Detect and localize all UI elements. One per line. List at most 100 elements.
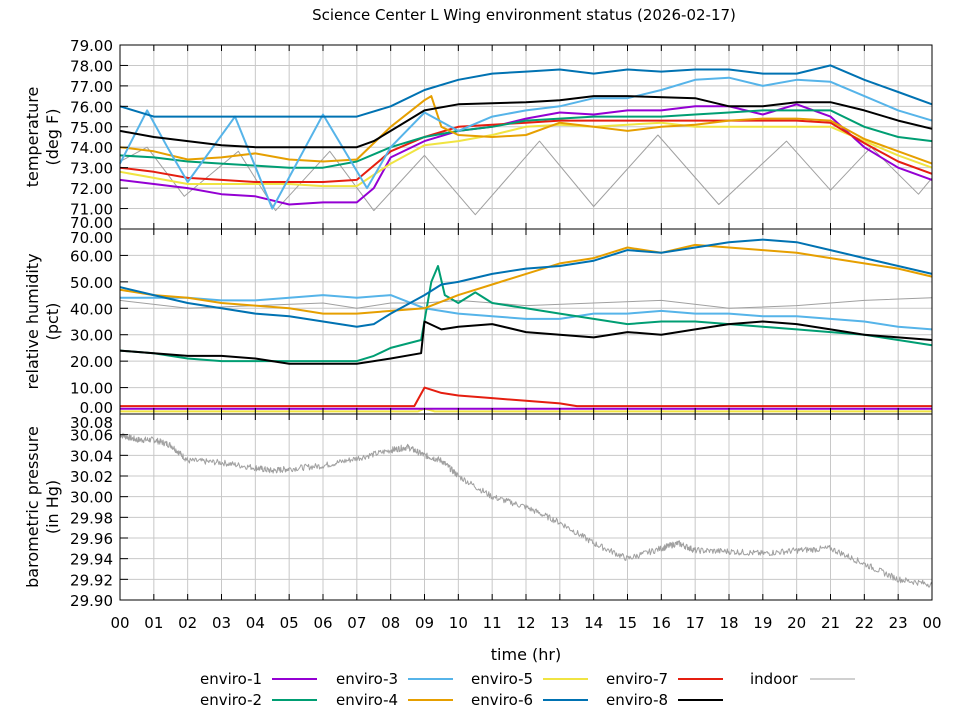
x-tick-label: 04 (246, 614, 265, 632)
y-tick-label: 29.96 (70, 530, 113, 548)
legend-item-enviro-4: enviro-4 (336, 691, 453, 709)
legend-label: indoor (750, 670, 799, 688)
x-tick-label: 09 (415, 614, 434, 632)
legend-item-indoor: indoor (750, 670, 855, 688)
y-axis-label-line: (deg F) (43, 109, 62, 166)
x-tick-label: 12 (516, 614, 535, 632)
x-tick-label: 02 (178, 614, 197, 632)
series-line-enviro-4 (119, 95, 933, 165)
legend: enviro-1 enviro-2 enviro-3 enviro-4 enviro-5… (200, 670, 855, 709)
y-tick-label: 29.92 (70, 571, 113, 589)
series-line-enviro-6 (119, 64, 933, 118)
x-tick-label: 22 (855, 614, 874, 632)
y-tick-label: 72.00 (70, 180, 113, 198)
legend-label: enviro-3 (336, 670, 398, 688)
x-tick-label: 18 (719, 614, 738, 632)
y-tick-label: 30.02 (70, 468, 113, 486)
series-line-enviro-7 (119, 119, 933, 183)
legend-item-enviro-7: enviro-7 (606, 670, 723, 688)
series-line-enviro-6 (119, 238, 933, 328)
x-tick-label: 05 (280, 614, 299, 632)
series-line-enviro-7 (120, 386, 932, 408)
legend-label: enviro-8 (606, 691, 668, 709)
y-tick-label: 29.90 (70, 592, 113, 610)
x-tick-label: 19 (753, 614, 772, 632)
legend-item-enviro-2: enviro-2 (200, 691, 317, 709)
x-tick-label: 17 (686, 614, 705, 632)
chart-title: Science Center L Wing environment status… (312, 6, 736, 24)
y-tick-label: 74.00 (70, 139, 113, 157)
y-axis-label: barometric pressure(in Hg) (23, 426, 62, 588)
y-tick-label: 29.94 (70, 551, 113, 569)
y-tick-label: 29.98 (70, 509, 113, 527)
legend-label: enviro-5 (471, 670, 533, 688)
series-line-indoor (119, 297, 933, 309)
legend-item-enviro-8: enviro-8 (606, 691, 723, 709)
x-tick-label: 14 (584, 614, 603, 632)
legend-label: enviro-7 (606, 670, 668, 688)
x-tick-label: 03 (212, 614, 231, 632)
y-tick-label: 30.00 (70, 489, 113, 507)
y-tick-label: 70.00 (70, 229, 113, 247)
series-line-indoor (119, 432, 933, 588)
y-axis-label-line: relative humidity (23, 253, 42, 389)
legend-item-enviro-1: enviro-1 (200, 670, 317, 688)
y-tick-label: 78.00 (70, 57, 113, 75)
legend-label: enviro-2 (200, 691, 262, 709)
x-tick-label: 00 (110, 614, 129, 632)
series-line-enviro-5 (119, 121, 933, 188)
series-line-enviro-4 (119, 243, 933, 315)
x-axis-label: time (hr) (491, 645, 561, 664)
x-tick-label: 20 (787, 614, 806, 632)
y-tick-label: 30.00 (70, 327, 113, 345)
y-tick-label: 50.00 (70, 274, 113, 292)
y-axis-label: relative humidity(pct) (23, 253, 62, 389)
x-tick-label: 07 (347, 614, 366, 632)
y-axis-label-line: (pct) (43, 303, 62, 341)
y-tick-label: 76.00 (70, 98, 113, 116)
y-tick-label: 71.00 (70, 201, 113, 219)
series-line-enviro-8 (119, 320, 933, 365)
series-line-indoor (119, 134, 933, 216)
y-tick-label: 30.06 (70, 427, 113, 445)
x-tick-label: 00 (922, 614, 941, 632)
y-tick-label: 20.00 (70, 353, 113, 371)
legend-item-enviro-5: enviro-5 (471, 670, 588, 688)
series-line-enviro-3 (120, 294, 933, 331)
y-tick-label: 70.00 (70, 214, 113, 232)
x-tick-label: 11 (483, 614, 502, 632)
legend-label: enviro-1 (200, 670, 262, 688)
x-tick-label: 06 (313, 614, 332, 632)
y-tick-label: 77.00 (70, 78, 113, 96)
x-tick-label: 16 (652, 614, 671, 632)
y-tick-label: 75.00 (70, 119, 113, 137)
x-tick-label: 13 (550, 614, 569, 632)
y-tick-label: 60.00 (70, 247, 113, 265)
x-tick-label: 23 (889, 614, 908, 632)
legend-item-enviro-6: enviro-6 (471, 691, 588, 709)
legend-label: enviro-4 (336, 691, 398, 709)
y-axis-label-line: temperature (23, 87, 42, 188)
y-tick-label: 30.04 (70, 447, 113, 465)
y-tick-label: 40.00 (70, 300, 113, 318)
x-tick-label: 08 (381, 614, 400, 632)
y-tick-label: 0.00 (80, 399, 113, 417)
legend-item-enviro-3: enviro-3 (336, 670, 453, 688)
legend-label: enviro-6 (471, 691, 533, 709)
y-axis-label-line: barometric pressure (23, 426, 42, 588)
series-line-enviro-2 (119, 265, 933, 363)
x-tick-label: 10 (449, 614, 468, 632)
y-tick-label: 30.08 (70, 414, 113, 432)
y-axis-label-line: (in Hg) (43, 480, 62, 534)
y-tick-label: 79.00 (70, 37, 113, 55)
x-tick-label: 15 (618, 614, 637, 632)
panel-0: 79.00 78.00 77.00 76.00 75.00 74.00 73.00 72.00… (23, 37, 933, 232)
y-axis-label: temperature(deg F) (23, 87, 62, 188)
x-tick-label: 21 (821, 614, 840, 632)
y-tick-label: 10.00 (70, 380, 113, 398)
x-tick-label: 01 (144, 614, 163, 632)
y-tick-label: 73.00 (70, 160, 113, 178)
